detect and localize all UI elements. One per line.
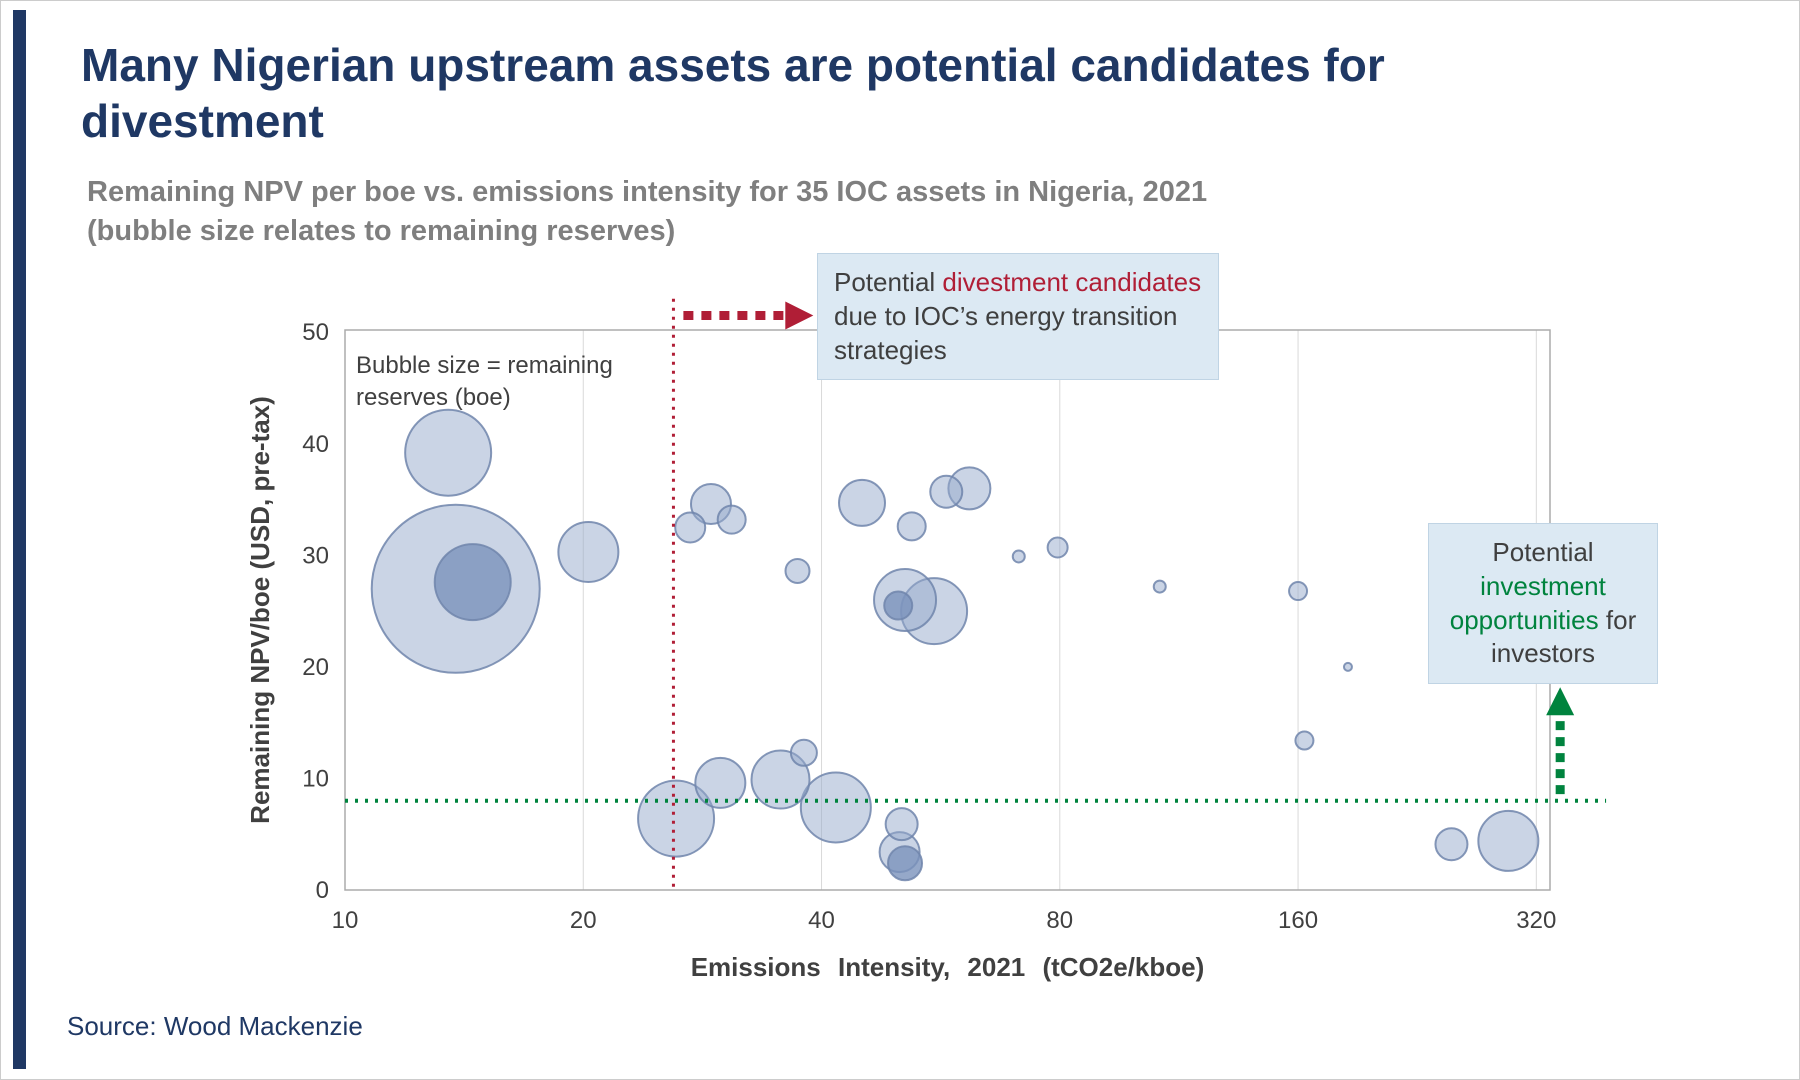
bubble	[1294, 730, 1315, 751]
bubble	[1011, 549, 1026, 564]
bubble	[1046, 536, 1069, 559]
y-tick-label: 20	[302, 654, 329, 681]
y-tick-label: 10	[302, 765, 329, 792]
y-tick-label: 30	[302, 542, 329, 569]
x-axis-title: Emissions Intensity, 2021 (tCO2e/kboe)	[691, 952, 1205, 982]
x-tick-label: 160	[1278, 907, 1318, 934]
bubble	[799, 771, 872, 844]
bubble	[750, 749, 811, 810]
bubble	[883, 590, 914, 621]
bubble	[404, 408, 493, 497]
x-tick-label: 40	[808, 907, 835, 934]
bubble	[784, 557, 811, 584]
bubble	[884, 807, 919, 842]
x-tick-label: 20	[570, 907, 597, 934]
investment-arrow-head-icon	[1546, 687, 1575, 716]
bubble	[557, 520, 620, 583]
bubble	[1434, 827, 1469, 862]
x-tick-label: 10	[332, 907, 359, 934]
divestment-arrow-head-icon	[785, 301, 814, 330]
y-tick-label: 50	[302, 319, 329, 346]
divestment-callout-highlight: divestment candidates	[942, 267, 1202, 297]
bubble	[887, 845, 924, 882]
chart-subtitle-line2: (bubble size relates to remaining reserv…	[87, 215, 676, 248]
bubble	[1288, 581, 1309, 602]
bubble	[838, 478, 887, 527]
investment-callout: Potential investment opportunities for i…	[1428, 523, 1658, 685]
x-tick-label: 320	[1516, 907, 1556, 934]
bubble	[1152, 579, 1167, 594]
y-axis-title: Remaining NPV/boe (USD, pre-tax)	[245, 396, 275, 824]
investment-callout-post: for investors	[1490, 604, 1637, 669]
bubble	[929, 474, 964, 509]
y-tick-label: 0	[316, 877, 329, 904]
bubble	[896, 511, 927, 542]
bubble	[789, 738, 818, 767]
x-tick-label: 80	[1046, 907, 1073, 934]
investment-callout-pre: Potential	[1492, 537, 1594, 567]
bubble	[1477, 809, 1540, 872]
bubble	[433, 543, 512, 622]
chart-subtitle: Remaining NPV per boe vs. emissions inte…	[87, 173, 1207, 251]
divestment-callout-post: due to IOC’s energy transition strategie…	[834, 300, 1178, 365]
bubble	[674, 511, 707, 544]
investment-callout-highlight: investment opportunities	[1449, 570, 1606, 635]
bubble	[694, 756, 747, 809]
bubble	[1342, 661, 1353, 672]
page-title: Many Nigerian upstream assets are potent…	[81, 39, 1385, 148]
bubble	[716, 504, 747, 535]
bubble-size-note: Bubble size = remaining reserves (boe)	[356, 352, 613, 412]
left-accent-bar	[13, 10, 26, 1069]
divestment-callout: Potential divestment candidates due to I…	[817, 253, 1219, 381]
divestment-callout-pre: Potential	[834, 267, 943, 297]
y-tick-label: 40	[302, 431, 329, 458]
chart-subtitle-line1: Remaining NPV per boe vs. emissions inte…	[87, 176, 1208, 208]
source-note: Source: Wood Mackenzie	[67, 1011, 363, 1041]
